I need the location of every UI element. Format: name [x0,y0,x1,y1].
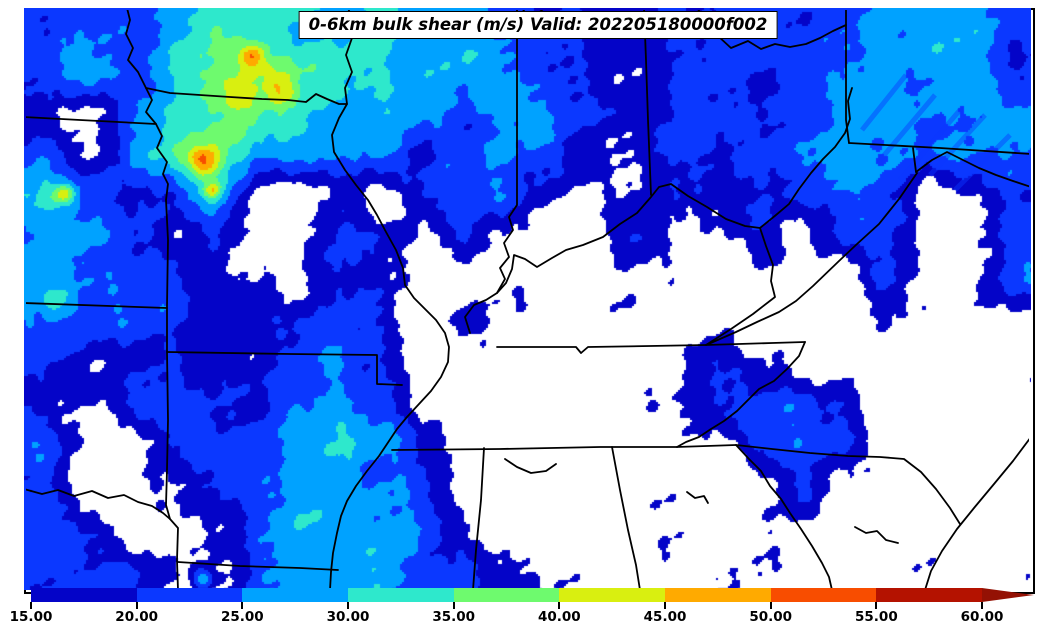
colorbar-tick [135,602,138,609]
colorbar-tick [30,602,32,609]
colorbar-tick-label: 45.00 [643,609,687,625]
colorbar-tick-label: 15.00 [9,609,53,625]
colorbar-segment [242,588,349,602]
colorbar-segment [770,588,877,602]
colorbar-tick [875,602,878,609]
colorbar-tick-label: 55.00 [855,609,898,625]
colorbar-tick [981,602,984,609]
colorbar-tick [664,602,667,609]
shear-field-canvas [24,8,1031,590]
colorbar-tick [558,602,561,609]
colorbar-segment [348,588,454,602]
colorbar-tick-label: 50.00 [749,609,793,625]
colorbar-tick-label: 25.00 [220,609,264,625]
colorbar-segment [876,588,983,602]
colorbar-tick [347,602,349,609]
colorbar-tick-label: 40.00 [537,609,581,625]
colorbar-segment [136,588,243,602]
colorbar-tick-label: 35.00 [432,609,476,625]
colorbar-segment [559,588,666,602]
colorbar-segment [31,588,137,602]
colorbar-segment [453,588,560,602]
colorbar-tick-label: 30.00 [326,609,370,625]
colorbar-tick [241,602,244,609]
colorbar [31,588,983,602]
map-title: 0-6km bulk shear (m/s) Valid: 2022051800… [298,11,778,39]
colorbar-segment [665,588,771,602]
colorbar-tick [452,602,455,609]
colorbar-tick [769,602,772,609]
colorbar-tick-label: 60.00 [960,609,1004,625]
colorbar-tick-label: 20.00 [115,609,159,625]
